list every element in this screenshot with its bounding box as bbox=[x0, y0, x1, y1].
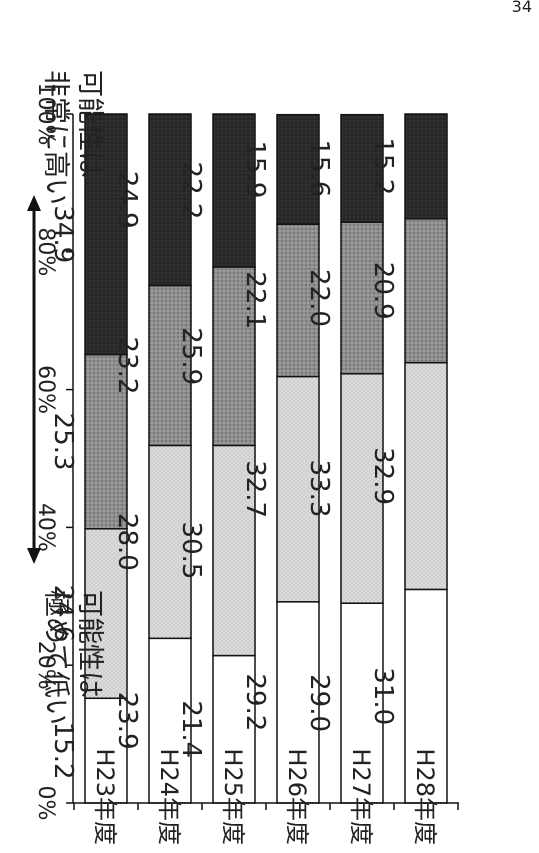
data-label-6-3: 20.9 bbox=[368, 262, 398, 320]
axes-layer: 0% 20% 40% 60% 80% 100% bbox=[33, 83, 459, 821]
data-label-6-1: 31.0 bbox=[368, 667, 398, 725]
bar-segment-5-4 bbox=[340, 113, 384, 223]
bar-segment-6-3 bbox=[404, 217, 448, 364]
category-label-4: H26年度 bbox=[283, 748, 311, 845]
chart-rotated-group: 0% 20% 40% 60% 80% 100% 15.2 24.6 25.3 34.9 H23年度… bbox=[27, 70, 459, 845]
page-number: 34 bbox=[512, 0, 532, 16]
category-label-5: H27年度 bbox=[347, 748, 375, 845]
category-label-1: H23年度 bbox=[91, 748, 119, 845]
data-label-5-2: 33.3 bbox=[304, 460, 334, 518]
data-label-6-2: 32.9 bbox=[368, 447, 398, 505]
data-label-1-1: 15.2 bbox=[48, 722, 78, 780]
value-tick-label-40: 40% bbox=[33, 503, 58, 552]
data-label-1-4: 34.9 bbox=[48, 205, 78, 263]
bars-layer bbox=[84, 113, 448, 804]
data-label-4-4: 15.9 bbox=[240, 141, 270, 199]
annotations-layer: 可能性は 非常に高い 可能性は 極めて低い bbox=[27, 70, 105, 725]
data-label-1-2: 24.6 bbox=[48, 585, 78, 643]
data-label-6-4: 15.2 bbox=[368, 137, 398, 195]
bar-segment-3-4 bbox=[212, 113, 256, 268]
annotation-left-line2: 極めて低い bbox=[40, 590, 71, 725]
data-label-4-2: 32.7 bbox=[240, 460, 270, 518]
category-label-6: H28年度 bbox=[411, 748, 439, 845]
category-label-3: H25年度 bbox=[219, 748, 247, 845]
arrow-head-right bbox=[27, 195, 41, 211]
data-label-3-3: 25.9 bbox=[176, 327, 206, 385]
data-label-3-2: 30.5 bbox=[176, 522, 206, 580]
data-label-4-3: 22.1 bbox=[240, 271, 270, 329]
bar-segment-2-4 bbox=[148, 113, 192, 287]
annotation-right-line1: 可能性は bbox=[74, 70, 105, 178]
data-label-1-3: 25.3 bbox=[48, 413, 78, 471]
data-label-5-4: 15.6 bbox=[304, 139, 334, 197]
category-label-2: H24年度 bbox=[155, 748, 183, 845]
value-tick-label-60: 60% bbox=[33, 365, 58, 414]
annotation-left-line1: 可能性は bbox=[74, 590, 105, 698]
bar-segment-6-2 bbox=[404, 361, 448, 591]
value-tick-label-20: 20% bbox=[33, 641, 58, 690]
data-label-2-4: 24.9 bbox=[112, 171, 142, 229]
value-tick-label-100: 100% bbox=[33, 83, 58, 146]
bar-segment-6-4 bbox=[404, 113, 448, 220]
data-label-3-4: 22.2 bbox=[176, 162, 206, 220]
data-label-2-3: 23.2 bbox=[112, 337, 142, 395]
value-tick-label-0: 0% bbox=[33, 786, 58, 821]
data-label-5-3: 22.0 bbox=[304, 269, 334, 327]
data-label-4-1: 29.2 bbox=[240, 673, 270, 731]
value-tick-label-80: 80% bbox=[33, 227, 58, 276]
annotation-right-line2: 非常に高い bbox=[40, 70, 71, 205]
arrow-head-left bbox=[27, 548, 41, 564]
bar-segment-4-4 bbox=[276, 113, 320, 225]
bar-segment-1-4 bbox=[84, 113, 128, 356]
data-label-2-2: 28.0 bbox=[112, 513, 142, 571]
data-label-5-1: 29.0 bbox=[304, 674, 334, 732]
data-label-3-1: 21.4 bbox=[176, 700, 206, 758]
data-label-2-1: 23.9 bbox=[112, 692, 142, 750]
